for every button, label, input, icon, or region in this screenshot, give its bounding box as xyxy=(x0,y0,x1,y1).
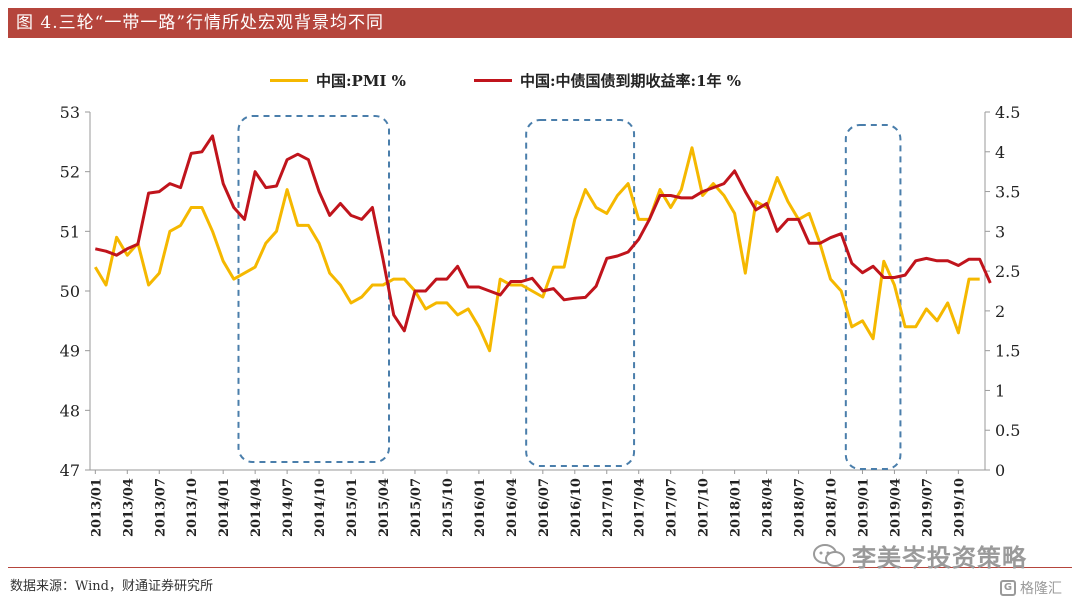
right-tick-label-4: 2 xyxy=(995,302,1005,321)
highlight-box-1 xyxy=(525,119,636,467)
right-tick-label-1: 0.5 xyxy=(995,421,1020,440)
x-tick-label-22: 2018/07 xyxy=(793,478,808,537)
x-tick-label-1: 2013/04 xyxy=(121,478,136,537)
right-tick-label-0: 0 xyxy=(995,461,1005,480)
x-tick-label-23: 2018/10 xyxy=(825,478,840,537)
right-tick-label-7: 3.5 xyxy=(995,183,1020,202)
x-tick-label-26: 2019/07 xyxy=(920,478,935,537)
right-tick-label-3: 1.5 xyxy=(995,342,1020,361)
x-tick-label-5: 2014/04 xyxy=(249,478,264,537)
corner-watermark: G 格隆汇 xyxy=(1000,578,1062,598)
legend-label-pmi: 中国:PMI % xyxy=(316,72,406,90)
left-tick-label-4: 51 xyxy=(60,222,80,241)
legend: 中国:PMI % 中国:中债国债到期收益率:1年 % xyxy=(0,70,1080,94)
legend-label-yield: 中国:中债国债到期收益率:1年 % xyxy=(520,72,741,90)
right-tick-label-2: 1 xyxy=(995,381,1005,400)
watermark-text: 李美岑投资策略 xyxy=(852,544,1027,572)
left-tick-label-2: 49 xyxy=(60,342,80,361)
x-tick-label-10: 2015/07 xyxy=(409,478,424,537)
highlight-box-0 xyxy=(237,115,391,463)
x-tick-label-17: 2017/04 xyxy=(633,478,648,537)
x-tick-label-0: 2013/01 xyxy=(89,478,104,537)
brand-logo-icon: G xyxy=(1000,580,1016,596)
x-tick-label-19: 2017/10 xyxy=(697,478,712,537)
corner-watermark-text: 格隆汇 xyxy=(1020,581,1062,597)
right-tick-label-8: 4 xyxy=(995,143,1005,162)
x-tick-label-25: 2019/04 xyxy=(888,478,903,537)
page-title: 图 4.三轮“一带一路”行情所处宏观背景均不同 xyxy=(8,8,1072,38)
right-tick-label-6: 3 xyxy=(995,222,1005,241)
x-tick-label-3: 2013/10 xyxy=(185,478,200,537)
x-tick-label-6: 2014/07 xyxy=(281,478,296,537)
x-tick-label-18: 2017/07 xyxy=(665,478,680,537)
watermark: 李美岑投资策略 xyxy=(812,538,1027,573)
x-tick-label-24: 2019/01 xyxy=(856,478,871,537)
series-line-yield xyxy=(94,134,992,333)
source-note: 数据来源：Wind，财通证券研究所 xyxy=(10,579,213,594)
left-tick-label-1: 48 xyxy=(60,401,80,420)
highlight-box-2 xyxy=(844,124,902,470)
x-tick-label-27: 2019/10 xyxy=(952,478,967,537)
x-tick-label-13: 2016/04 xyxy=(505,478,520,537)
x-tick-label-2: 2013/07 xyxy=(153,478,168,537)
series-line-pmi xyxy=(94,146,980,353)
right-tick-label-5: 2.5 xyxy=(995,262,1020,281)
x-tick-label-9: 2015/04 xyxy=(377,478,392,537)
right-tick-label-9: 4.5 xyxy=(995,103,1020,122)
legend-item-pmi: 中国:PMI % xyxy=(270,70,406,91)
legend-swatch-pmi xyxy=(270,79,308,82)
x-tick-label-14: 2016/07 xyxy=(537,478,552,537)
legend-item-yield: 中国:中债国债到期收益率:1年 % xyxy=(474,70,741,91)
left-tick-label-5: 52 xyxy=(60,163,80,182)
footer-divider xyxy=(8,567,1072,568)
left-tick-label-6: 53 xyxy=(60,103,80,122)
legend-swatch-yield xyxy=(474,79,512,82)
left-tick-label-0: 47 xyxy=(60,461,80,480)
x-tick-label-7: 2014/10 xyxy=(313,478,328,537)
left-tick-label-3: 50 xyxy=(60,282,80,301)
x-tick-label-11: 2015/10 xyxy=(441,478,456,537)
x-tick-label-12: 2016/01 xyxy=(473,478,488,537)
x-tick-label-16: 2017/01 xyxy=(601,478,616,537)
x-tick-label-20: 2018/01 xyxy=(729,478,744,537)
x-tick-label-8: 2015/01 xyxy=(345,478,360,537)
x-tick-label-4: 2014/01 xyxy=(217,478,232,537)
wechat-icon xyxy=(813,543,845,567)
x-tick-label-15: 2016/10 xyxy=(569,478,584,537)
x-tick-label-21: 2018/04 xyxy=(761,478,776,537)
